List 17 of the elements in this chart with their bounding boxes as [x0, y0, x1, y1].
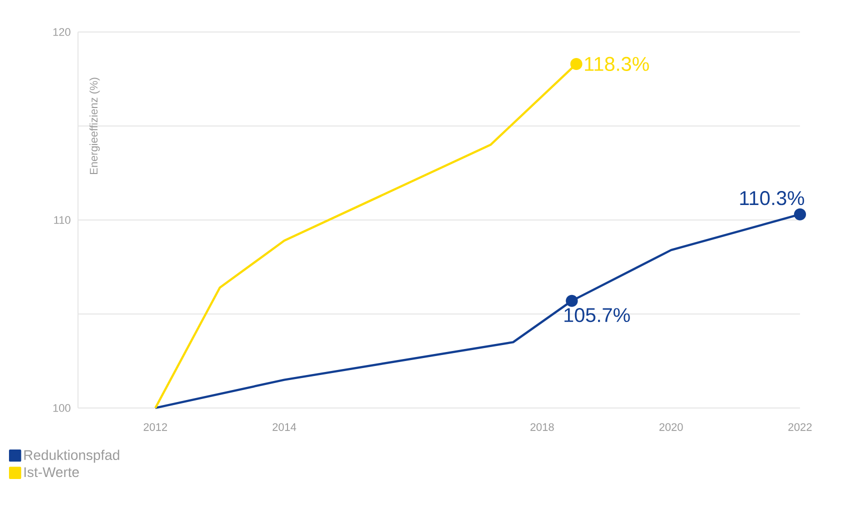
legend-label: Ist-Werte	[24, 467, 79, 478]
y-tick-label: 100	[53, 404, 70, 412]
y-tick-label: 120	[53, 28, 70, 36]
data-label: 110.3%	[740, 191, 804, 206]
data-label: 105.7%	[564, 308, 630, 322]
x-tick-label: 2012	[144, 423, 167, 431]
point	[794, 208, 806, 220]
y-axis-title: Energieeffizienz (%)	[90, 78, 100, 174]
x-tick-label: 2020	[659, 423, 683, 431]
x-tick-label: 2014	[272, 423, 296, 431]
x-tick-label: 2022	[788, 423, 812, 431]
data-label: 118.3%	[585, 56, 649, 71]
legend-label: Reduktionspfad	[24, 450, 120, 463]
x-tick-label: 2018	[530, 423, 554, 431]
point	[570, 58, 582, 70]
y-tick-label: 110	[54, 216, 70, 224]
point	[566, 294, 578, 307]
